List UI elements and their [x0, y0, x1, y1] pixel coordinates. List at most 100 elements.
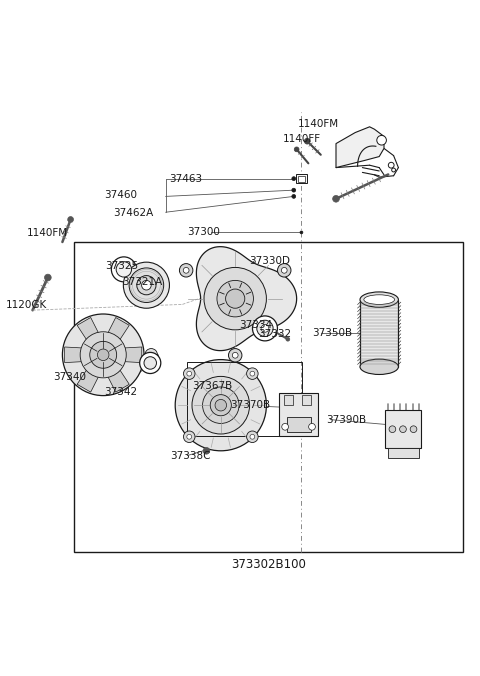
Circle shape — [187, 435, 192, 439]
Circle shape — [183, 368, 195, 379]
Circle shape — [286, 337, 290, 341]
Circle shape — [137, 276, 156, 295]
Circle shape — [215, 400, 227, 411]
Bar — [296, 174, 307, 183]
Bar — [360, 299, 398, 367]
Circle shape — [142, 281, 151, 290]
Circle shape — [294, 147, 299, 151]
Circle shape — [111, 257, 136, 282]
Text: 37332: 37332 — [258, 329, 291, 339]
Circle shape — [261, 324, 269, 332]
Circle shape — [388, 162, 394, 168]
Text: 37462A: 37462A — [113, 208, 153, 218]
Circle shape — [80, 332, 126, 378]
Circle shape — [389, 426, 396, 433]
Circle shape — [292, 195, 296, 198]
Circle shape — [123, 262, 169, 308]
Text: 37390B: 37390B — [326, 414, 367, 425]
Text: 373302B100: 373302B100 — [231, 558, 306, 571]
Circle shape — [204, 268, 266, 330]
Circle shape — [399, 426, 407, 433]
Circle shape — [180, 264, 193, 277]
Bar — [385, 410, 421, 448]
Circle shape — [300, 231, 303, 234]
Circle shape — [277, 264, 291, 277]
Bar — [388, 448, 419, 458]
Circle shape — [217, 281, 253, 317]
Polygon shape — [196, 247, 297, 351]
Circle shape — [129, 268, 164, 302]
Circle shape — [282, 423, 288, 430]
Text: 37460: 37460 — [105, 191, 138, 201]
Circle shape — [183, 268, 189, 273]
Circle shape — [140, 352, 161, 374]
Circle shape — [187, 371, 192, 376]
Circle shape — [377, 135, 386, 145]
Polygon shape — [336, 127, 384, 168]
Text: 37370B: 37370B — [230, 400, 271, 410]
Circle shape — [333, 195, 339, 202]
Text: 37330D: 37330D — [250, 256, 290, 266]
Circle shape — [292, 188, 296, 192]
Polygon shape — [105, 365, 129, 392]
Bar — [298, 176, 305, 182]
Circle shape — [192, 377, 250, 434]
Bar — [187, 362, 302, 437]
Circle shape — [292, 176, 296, 180]
Polygon shape — [77, 365, 101, 392]
Circle shape — [309, 423, 315, 430]
Ellipse shape — [360, 292, 398, 308]
Bar — [284, 395, 293, 405]
Ellipse shape — [360, 359, 398, 375]
Text: 37463: 37463 — [169, 174, 202, 184]
Circle shape — [250, 435, 255, 439]
Circle shape — [247, 431, 258, 443]
Circle shape — [68, 216, 73, 222]
Circle shape — [45, 274, 51, 281]
Bar — [74, 242, 463, 552]
Text: 37325: 37325 — [106, 260, 139, 270]
Text: 1120GK: 1120GK — [6, 300, 47, 310]
Ellipse shape — [364, 295, 395, 304]
Polygon shape — [119, 347, 142, 362]
Text: 37334: 37334 — [239, 320, 272, 330]
Text: 1140FF: 1140FF — [283, 134, 321, 144]
Circle shape — [62, 314, 144, 395]
Bar — [279, 393, 318, 437]
Text: 37340: 37340 — [53, 372, 86, 383]
Circle shape — [281, 268, 287, 273]
Circle shape — [210, 395, 231, 416]
Polygon shape — [65, 347, 88, 362]
Circle shape — [175, 360, 266, 451]
Circle shape — [203, 387, 239, 423]
Text: 1140FM: 1140FM — [26, 228, 68, 239]
Circle shape — [203, 448, 210, 454]
Circle shape — [90, 341, 117, 368]
Circle shape — [252, 316, 277, 341]
Polygon shape — [77, 318, 101, 345]
Circle shape — [392, 168, 396, 172]
Circle shape — [304, 139, 310, 144]
Circle shape — [226, 289, 245, 308]
Circle shape — [145, 349, 157, 361]
Text: 37338C: 37338C — [170, 451, 211, 460]
Circle shape — [250, 371, 255, 376]
Circle shape — [144, 357, 156, 369]
Circle shape — [228, 349, 242, 362]
Text: 37367B: 37367B — [192, 381, 232, 391]
Bar — [287, 417, 311, 431]
Text: 37321A: 37321A — [122, 277, 163, 287]
Circle shape — [183, 431, 195, 443]
Text: 37300: 37300 — [187, 227, 220, 237]
Text: 37342: 37342 — [105, 387, 138, 397]
Text: 37350B: 37350B — [312, 329, 352, 338]
Circle shape — [116, 262, 132, 277]
Circle shape — [410, 426, 417, 433]
Circle shape — [97, 349, 109, 360]
Polygon shape — [105, 318, 129, 345]
Circle shape — [247, 368, 258, 379]
Circle shape — [257, 320, 273, 337]
Text: 1140FM: 1140FM — [298, 120, 339, 129]
Bar — [302, 395, 311, 405]
Circle shape — [232, 352, 238, 358]
